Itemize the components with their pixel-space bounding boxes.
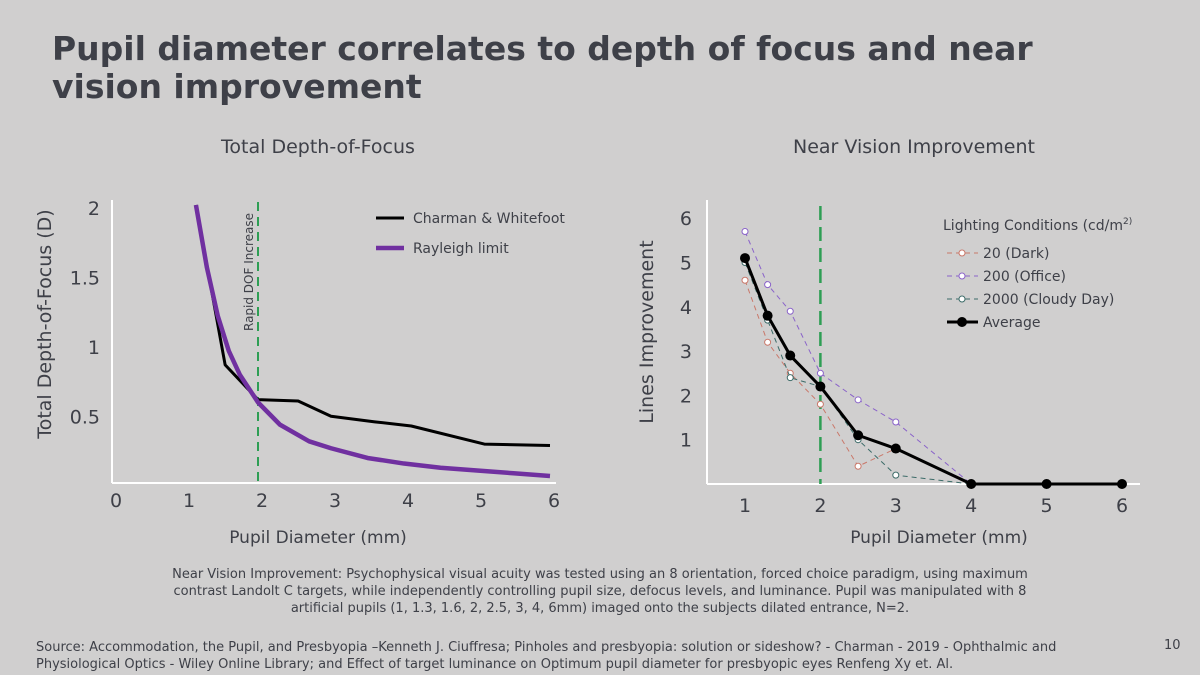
chart2-y-tick-label: 5 [680,253,692,275]
chart1-title: Total Depth-of-Focus [220,136,415,158]
chart1-reference-label: Rapid DOF Increase [242,213,256,331]
chart1-y-axis-label: Total Depth-of-Focus (D) [34,209,56,439]
chart1-y-tick-label: 1 [88,337,100,359]
chart2-legend-marker [958,249,966,257]
chart2-point-office [854,396,862,404]
chart2-point-average [740,253,750,264]
chart2-y-tick-label: 2 [680,385,692,407]
chart2-y-tick-label: 3 [680,341,692,363]
chart2-point-dark [854,462,862,470]
chart2-legend-label: 2000 (Cloudy Day) [983,292,1114,308]
chart1-x-tick-label: 1 [183,490,195,512]
chart2-x-tick-label: 3 [890,495,902,517]
chart2-point-office [892,418,900,426]
chart2-point-average [1041,479,1052,489]
chart1-x-tick-label: 4 [402,490,414,512]
chart2-legend-title: Lighting Conditions (cd/m2) [943,217,1132,234]
chart1-legend-label: Charman & Whitefoot [413,211,565,227]
chart2-point-average [815,381,826,392]
chart2-x-tick-label: 5 [1041,495,1053,517]
chart1-x-tick-label: 2 [256,490,268,512]
chart2-point-office [816,369,824,377]
chart1-y-tick-label: 2 [88,198,100,220]
chart1-x-tick-label: 0 [110,490,122,512]
chart2-y-axis-label: Lines Improvement [636,240,658,423]
chart2-y-tick-label: 6 [680,208,692,230]
chart2-series-line-dark [744,280,897,467]
chart2-point-office [741,227,749,235]
chart2-legend-label: 20 (Dark) [983,246,1049,262]
chart2-legend-label: 200 (Office) [983,269,1066,285]
chart1-x-tick-label: 6 [548,490,560,512]
chart2-x-tick-label: 4 [965,495,977,517]
chart2-point-cloudy-day [892,471,900,479]
chart1-series-charman-whitefoot [194,204,551,447]
chart1-legend-label: Rayleigh limit [413,241,509,257]
chart2-point-cloudy-day [786,374,794,382]
chart2-x-tick-label: 6 [1116,495,1128,517]
chart2-point-average [890,443,901,454]
chart2-legend-label: Average [983,315,1041,331]
chart2-point-office [764,281,772,289]
chart2-legend-marker [958,295,966,303]
chart1-x-tick-label: 3 [329,490,341,512]
chart2-point-dark [816,400,824,408]
chart2-point-average [966,479,977,489]
chart2-legend-marker [958,272,966,280]
chart2-y-tick-label: 1 [680,430,692,452]
chart2-series-line-cloudy-day [744,262,972,485]
method-caption: Near Vision Improvement: Psychophysical … [172,567,1028,616]
chart2-legend-marker [957,317,967,327]
chart2-y-tick-label: 4 [680,297,692,319]
chart2-point-dark [764,338,772,346]
chart1-y-tick-label: 1.5 [70,268,100,290]
chart2-title: Near Vision Improvement [793,136,1035,158]
chart1-x-axis-label: Pupil Diameter (mm) [229,528,407,548]
slide-title: Pupil diameter correlates to depth of fo… [52,29,1033,106]
chart2-x-tick-label: 1 [739,495,751,517]
chart2-point-dark [741,276,749,284]
page-number: 10 [1164,638,1181,653]
chart2-x-axis-label: Pupil Diameter (mm) [850,528,1028,548]
chart2-point-average [1117,479,1127,489]
chart2-point-office [786,307,794,315]
chart2-point-average [853,430,864,441]
source-citation: Source: Accommodation, the Pupil, and Pr… [36,640,1057,672]
chart1-y-tick-label: 0.5 [70,407,100,429]
chart1-x-tick-label: 5 [475,490,487,512]
chart2-point-average [785,350,796,361]
chart1-series-rayleigh-limit [193,204,551,479]
chart2-x-tick-label: 2 [814,495,826,517]
chart2-point-average [762,310,773,321]
